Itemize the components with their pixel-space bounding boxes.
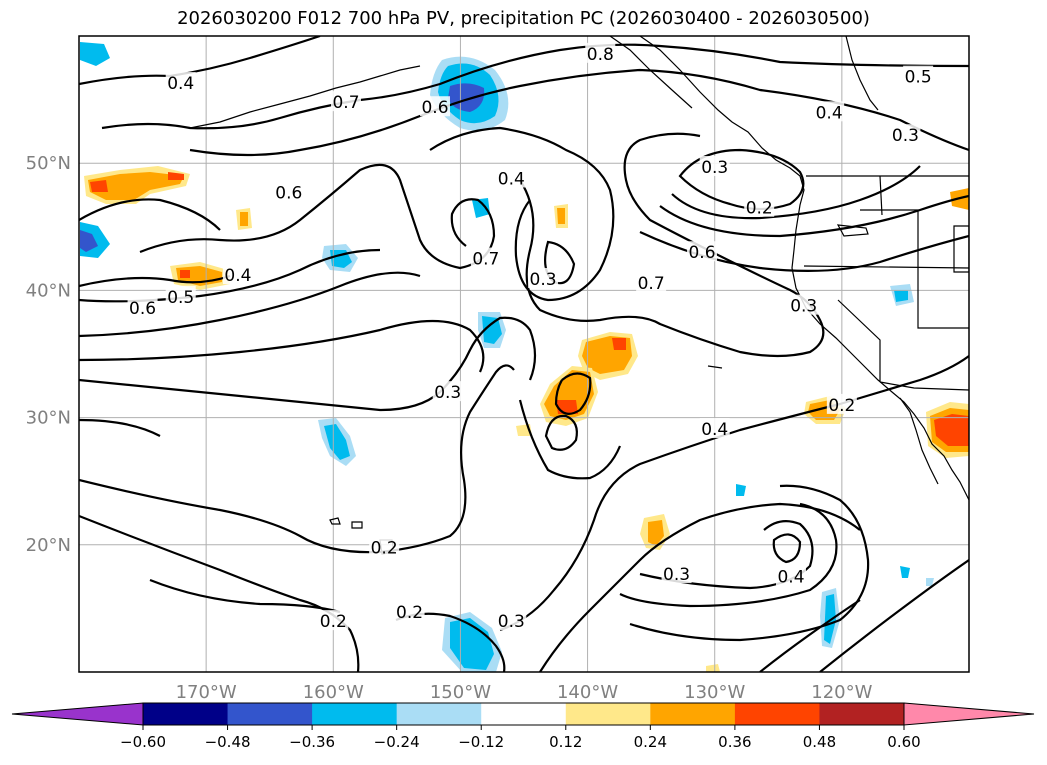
contour-label-bg (788, 294, 819, 315)
contour-label: 0.6 (688, 243, 715, 263)
coastlines (189, 36, 969, 555)
contour-label: 0.2 (320, 612, 347, 632)
map-frame (78, 35, 970, 673)
lon-label: 120°W (811, 682, 872, 703)
contour-label-bg (420, 96, 450, 117)
contour-label-bg (903, 65, 934, 86)
contour-label: 0.6 (275, 183, 302, 203)
colorbar-segment (396, 703, 482, 725)
colorbar-tick-label: −0.24 (374, 733, 420, 751)
contour-label-bg (528, 267, 559, 288)
contour-label-bg (585, 42, 616, 63)
contour-label: 0.6 (421, 98, 448, 118)
precipitation-shading (80, 42, 969, 672)
contour-label: 0.3 (663, 565, 690, 585)
contour-label-bg (699, 156, 730, 177)
colorbar-tick-label: −0.60 (120, 733, 166, 751)
contour-label: 0.3 (498, 612, 525, 632)
colorbar-segment (650, 703, 736, 725)
contour-label: 0.3 (892, 126, 919, 146)
contour-label: 0.4 (816, 103, 843, 123)
contour-label: 0.3 (790, 297, 817, 317)
contour-label-bg (432, 381, 463, 402)
contour-label: 0.3 (434, 383, 461, 403)
contour-label-bg (394, 601, 425, 622)
lon-label: 130°W (684, 682, 745, 703)
contour-label: 0.2 (371, 538, 398, 558)
colorbar-segment (227, 703, 313, 725)
contour-label-bg (636, 271, 667, 292)
contour-label: 0.4 (498, 169, 525, 189)
contour-label-bg (496, 167, 527, 188)
lat-label: 20°N (26, 535, 71, 556)
colorbar-over-arrow (903, 702, 1035, 726)
contour-label-bg (369, 536, 400, 557)
contour-label: 0.2 (396, 603, 423, 623)
contour-label: 0.3 (530, 270, 557, 290)
contour-label: 0.4 (777, 568, 804, 588)
colorbar-frame (142, 702, 905, 726)
page-title: 2026030200 F012 700 hPa PV, precipitatio… (177, 8, 870, 29)
colorbar-segment (143, 703, 229, 725)
contour-label-bg (165, 72, 196, 93)
colorbar-tick-label: 0.12 (549, 733, 582, 751)
colorbar-under-arrow (11, 702, 144, 726)
colorbar-segment (734, 703, 820, 725)
contour-label-bg (814, 101, 845, 122)
contour-label: 0.2 (746, 199, 773, 219)
lon-label: 140°W (557, 682, 618, 703)
contour-label: 0.4 (167, 74, 194, 94)
contour-label: 0.7 (638, 274, 665, 294)
contour-label-bg (699, 418, 730, 439)
contour-label-bg (496, 610, 527, 631)
colorbar-tick-label: −0.48 (205, 733, 251, 751)
colorbar: −0.60 −0.48 −0.36 −0.24 −0.12 0.12 0.24 0.36 0.4… (11, 702, 1035, 751)
contour-label-bg (273, 181, 304, 202)
colorbar-tick-label: 0.24 (634, 733, 667, 751)
colorbar-segment (819, 703, 905, 725)
colorbar-segment (312, 703, 398, 725)
contour-label-bg (331, 91, 361, 112)
contour-label: 0.5 (905, 68, 932, 88)
contour-label-bg (776, 565, 806, 586)
lon-label: 150°W (430, 682, 491, 703)
contour-label: 0.4 (224, 266, 251, 286)
contour-label-bg (744, 196, 775, 217)
lat-label: 50°N (26, 153, 71, 174)
colorbar-tick-label: 0.60 (887, 733, 920, 751)
contour-label-bg (165, 285, 196, 306)
contour-label: 0.6 (129, 299, 156, 319)
contour-label: 0.8 (587, 45, 614, 65)
contour-labels: 0.4 0.7 0.6 0.8 0.5 0.4 0.3 0.3 0.2 0.6 0.4 0.6 0.7 0… (127, 42, 934, 632)
contour-label-bg (127, 297, 158, 318)
contour-label-bg (318, 610, 349, 631)
contour-label: 0.4 (701, 420, 728, 440)
contour-label: 0.2 (828, 396, 855, 416)
lat-label: 40°N (26, 280, 71, 301)
lon-label: 170°W (176, 682, 237, 703)
contour-label-bg (661, 563, 692, 584)
latitude-labels: 50°N 40°N 30°N 20°N (26, 153, 71, 556)
contour-label: 0.7 (332, 93, 359, 113)
contour-label-bg (687, 241, 717, 262)
contour-label-bg (222, 264, 253, 285)
colorbar-segment (481, 703, 567, 725)
contour-label: 0.7 (472, 250, 499, 270)
colorbar-tick-label: 0.36 (718, 733, 751, 751)
colorbar-tick-label: −0.36 (289, 733, 335, 751)
colorbar-tick-label: 0.48 (803, 733, 836, 751)
contour-label: 0.3 (701, 158, 728, 178)
contour-label: 0.5 (167, 288, 194, 308)
pv-contours (79, 36, 969, 672)
colorbar-tick-label: −0.12 (458, 733, 504, 751)
lat-label: 30°N (26, 408, 71, 429)
colorbar-segment (565, 703, 651, 725)
contour-label-bg (470, 247, 501, 268)
contour-label-bg (826, 393, 857, 414)
contour-label-bg (890, 124, 921, 145)
longitude-labels: 170°W 160°W 150°W 140°W 130°W 120°W (176, 682, 873, 703)
lon-label: 160°W (303, 682, 364, 703)
